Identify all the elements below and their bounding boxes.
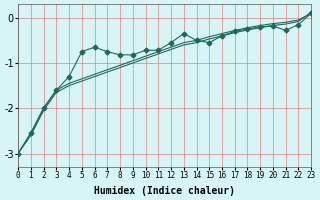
- X-axis label: Humidex (Indice chaleur): Humidex (Indice chaleur): [94, 186, 235, 196]
